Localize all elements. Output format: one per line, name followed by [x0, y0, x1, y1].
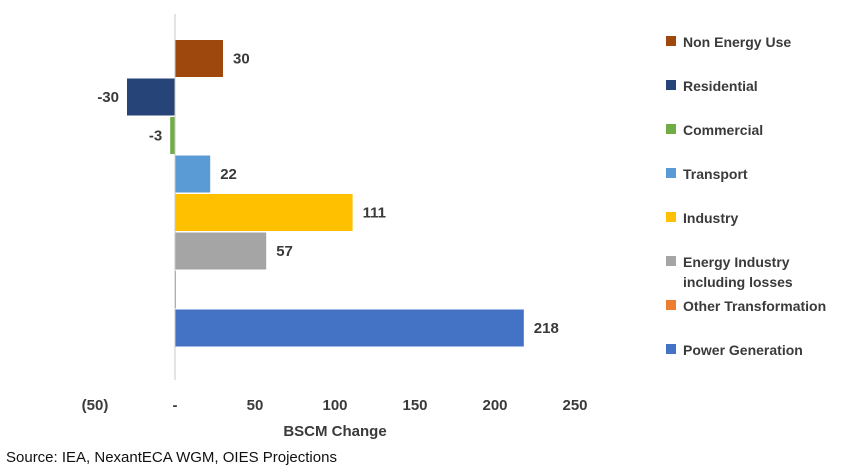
data-label-energy-industry-including-losses: 57: [276, 243, 293, 260]
x-tick-label: 50: [247, 397, 264, 414]
x-tick-label: -: [173, 397, 178, 414]
x-tick-label: 100: [322, 397, 347, 414]
x-tick-label: 200: [482, 397, 507, 414]
legend-swatch: [666, 168, 676, 178]
legend-item: Industry: [666, 208, 853, 228]
legend-label: Commercial: [683, 122, 764, 138]
legend-swatch: [666, 256, 676, 266]
legend-item: Transport: [666, 164, 853, 184]
legend-item: Commercial: [666, 120, 853, 140]
bar-non-energy-use: [175, 40, 223, 77]
legend-label: Transport: [683, 166, 748, 182]
legend: Non Energy Use Residential Commercial Trans…: [666, 0, 855, 380]
data-label-industry: 111: [363, 205, 386, 222]
x-tick-label: (50): [82, 397, 109, 414]
bar-power-generation: [175, 309, 524, 347]
bar-residential: [127, 78, 175, 116]
legend-label: Other Transformation: [683, 298, 827, 314]
source-note: Source: IEA, NexantECA WGM, OIES Project…: [6, 449, 337, 466]
data-label-non-energy-use: 30: [233, 51, 250, 68]
data-label-power-generation: 218: [534, 320, 559, 337]
x-tick-label: 150: [402, 397, 427, 414]
bar-commercial: [170, 117, 175, 154]
bar-chart: 30 -30 -3 22 111 57 218 (50) - 50 100 150 200 250 BSCM…: [82, 14, 588, 440]
legend-swatch: [666, 344, 676, 354]
bar-industry: [175, 194, 353, 231]
data-label-commercial: -3: [149, 128, 162, 145]
legend-label: Power Generation: [683, 342, 803, 358]
legend-item: Residential: [666, 76, 853, 96]
data-label-transport: 22: [220, 166, 237, 183]
legend-swatch: [666, 80, 676, 90]
legend-label: Non Energy Use: [683, 34, 792, 50]
legend-item: Energy Industry including losses: [666, 252, 853, 292]
legend-swatch: [666, 124, 676, 134]
legend-label: Energy Industry including losses: [683, 254, 793, 290]
legend-label: Industry: [683, 210, 739, 226]
data-label-residential: -30: [97, 89, 119, 106]
legend-item: Power Generation: [666, 340, 853, 360]
bar-transport: [175, 155, 211, 193]
legend-item: Other Transformation: [666, 296, 853, 316]
legend-label: Residential: [683, 78, 758, 94]
legend-swatch: [666, 300, 676, 310]
legend-swatch: [666, 212, 676, 222]
x-axis-title: BSCM Change: [283, 423, 386, 440]
legend-swatch: [666, 36, 676, 46]
x-tick-label: 250: [562, 397, 587, 414]
legend-item: Non Energy Use: [666, 32, 853, 52]
bar-energy-industry-including-losses: [175, 232, 267, 270]
